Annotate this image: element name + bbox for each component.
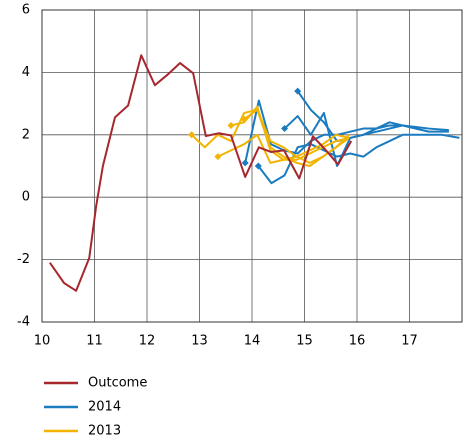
y-tick-label: 6 (22, 3, 30, 18)
legend-label: 2013 (88, 424, 121, 439)
data-line (49, 54, 353, 292)
y-tick-label: -4 (17, 315, 30, 330)
start-marker (281, 125, 289, 133)
x-tick-label: 12 (139, 334, 156, 349)
x-tick-label: 13 (191, 334, 208, 349)
data-line (296, 90, 449, 143)
x-tick-label: 11 (86, 334, 103, 349)
start-marker (241, 159, 249, 167)
start-marker (188, 131, 196, 139)
y-tick-label: 4 (22, 65, 30, 80)
x-tick-label: 14 (244, 334, 261, 349)
y-tick-label: 2 (22, 127, 30, 142)
start-marker (254, 162, 262, 170)
x-tick-label: 15 (296, 334, 313, 349)
x-tick-label: 17 (401, 334, 418, 349)
data-line (244, 99, 449, 164)
start-marker (227, 121, 235, 129)
start-marker (294, 87, 302, 95)
x-tick-label: 10 (34, 334, 51, 349)
plot-border (41, 9, 463, 323)
data-line (190, 108, 350, 167)
legend-label: Outcome (88, 376, 147, 391)
x-tick-label: 16 (349, 334, 366, 349)
y-tick-label: -2 (17, 252, 30, 267)
y-tick-label: 0 (22, 190, 30, 205)
start-marker (214, 153, 222, 161)
legend-label: 2014 (88, 400, 121, 415)
data-line (217, 133, 350, 164)
